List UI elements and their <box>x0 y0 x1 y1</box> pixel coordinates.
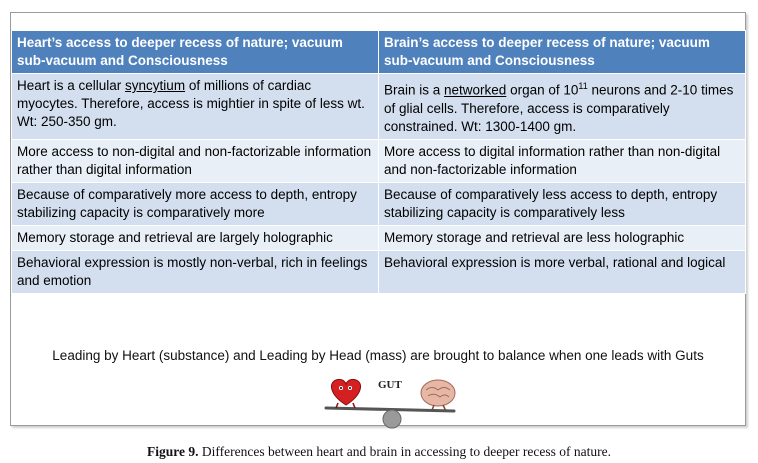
table-row: Heart is a cellular syncytium of million… <box>11 73 746 140</box>
comparison-table: Heart’s access to deeper recess of natur… <box>11 30 746 294</box>
syncytium-term: syncytium <box>125 78 186 93</box>
figure-caption: Figure 9. Differences between heart and … <box>0 444 758 460</box>
cell-heart: Behavioral expression is mostly non-verb… <box>11 249 379 294</box>
header-heart: Heart’s access to deeper recess of natur… <box>11 30 379 74</box>
cell-brain-structure: Brain is a networked organ of 1011 neuro… <box>378 73 746 140</box>
figure-label: Figure 9. <box>147 444 199 459</box>
table-row: Because of comparatively more access to … <box>11 181 746 226</box>
exponent: 11 <box>578 81 588 91</box>
cell-brain: Because of comparatively less access to … <box>378 181 746 226</box>
table-header-row: Heart’s access to deeper recess of natur… <box>11 30 746 74</box>
seesaw-icon <box>324 406 456 429</box>
gut-label: GUT <box>378 379 403 391</box>
header-brain: Brain’s access to deeper recess of natur… <box>378 30 746 74</box>
balance-statement: Leading by Heart (substance) and Leading… <box>52 348 704 363</box>
cell-brain: Behavioral expression is more verbal, ra… <box>378 249 746 294</box>
cell-heart-structure: Heart is a cellular syncytium of million… <box>11 73 379 140</box>
heart-character-icon <box>330 378 362 409</box>
cell-brain: Memory storage and retrieval are less ho… <box>378 224 746 251</box>
cell-heart: More access to non-digital and non-facto… <box>11 138 379 183</box>
cell-heart: Because of comparatively more access to … <box>11 181 379 226</box>
cell-brain: More access to digital information rathe… <box>378 138 746 183</box>
heart-brain-seesaw-illustration: GUT <box>324 378 456 429</box>
table-row: Behavioral expression is mostly non-verb… <box>11 249 746 294</box>
table-row: More access to non-digital and non-facto… <box>11 138 746 183</box>
figure-caption-text: Differences between heart and brain in a… <box>198 444 611 459</box>
brain-character-icon <box>420 379 456 412</box>
figure-frame: Heart’s access to deeper recess of natur… <box>10 12 746 429</box>
table-row: Memory storage and retrieval are largely… <box>11 224 746 251</box>
cell-heart: Memory storage and retrieval are largely… <box>11 224 379 251</box>
networked-term: networked <box>444 82 507 98</box>
